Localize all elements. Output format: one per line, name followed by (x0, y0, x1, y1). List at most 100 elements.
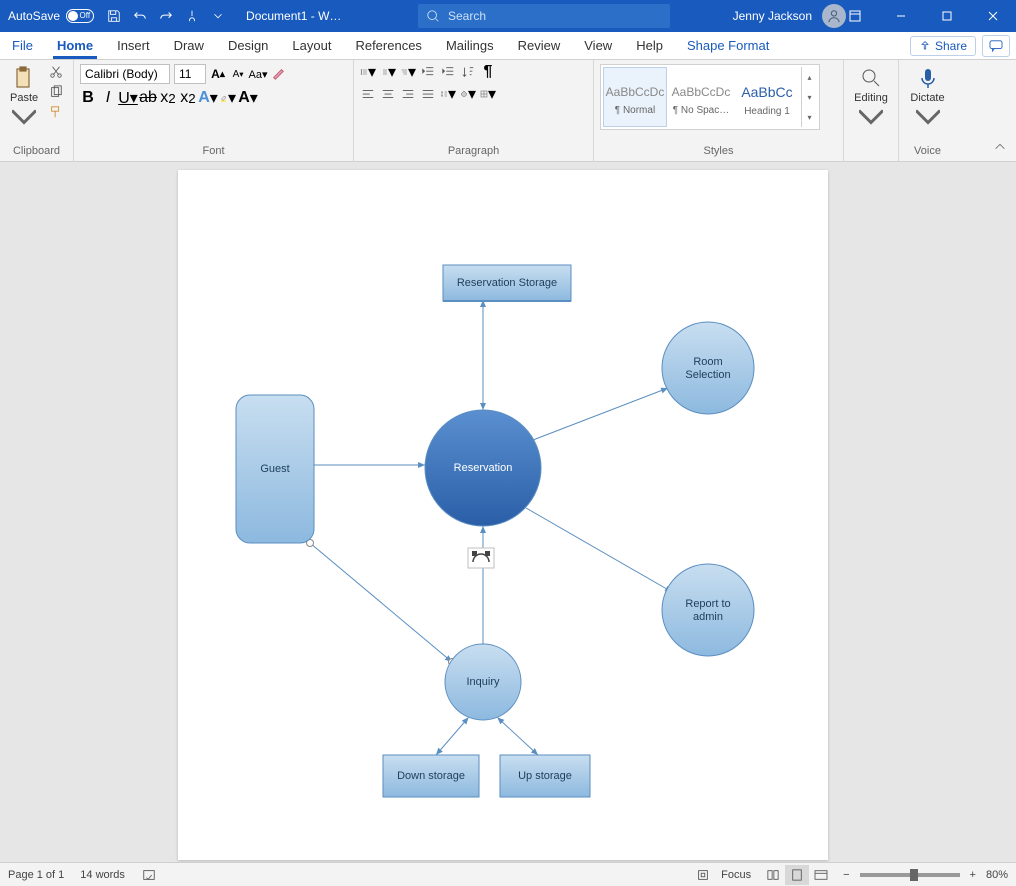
align-left-icon[interactable] (360, 86, 376, 102)
borders-icon[interactable]: ▾ (480, 86, 496, 102)
zoom-slider[interactable] (860, 873, 960, 877)
format-painter-icon[interactable] (48, 104, 64, 120)
word-count[interactable]: 14 words (80, 869, 125, 881)
highlight-icon[interactable]: ▾ (220, 90, 236, 106)
toggle-switch[interactable]: Off (66, 9, 94, 23)
print-layout-icon[interactable] (785, 865, 809, 885)
redo-icon[interactable] (158, 8, 174, 24)
tab-layout[interactable]: Layout (280, 32, 343, 59)
group-label: Clipboard (6, 143, 67, 161)
tab-help[interactable]: Help (624, 32, 675, 59)
comments-icon[interactable] (982, 35, 1010, 57)
bullets-icon[interactable]: ▾ (360, 64, 376, 80)
save-icon[interactable] (106, 8, 122, 24)
page[interactable]: Reservation StorageGuestReservationRoomS… (178, 170, 828, 860)
justify-icon[interactable] (420, 86, 436, 102)
group-styles: AaBbCcDc¶ Normal AaBbCcDc¶ No Spac… AaBb… (594, 60, 844, 161)
svg-text:Up storage: Up storage (518, 770, 572, 782)
style-normal[interactable]: AaBbCcDc¶ Normal (603, 67, 667, 127)
group-voice: Dictate Voice (898, 60, 956, 161)
svg-text:Inquiry: Inquiry (466, 676, 500, 688)
line-spacing-icon[interactable]: ▾ (440, 86, 456, 102)
focus-mode-icon[interactable] (695, 867, 711, 883)
copy-icon[interactable] (48, 84, 64, 100)
superscript-icon[interactable]: x2 (180, 90, 196, 106)
close-icon[interactable] (970, 0, 1016, 32)
focus-label[interactable]: Focus (721, 869, 751, 881)
web-layout-icon[interactable] (809, 865, 833, 885)
tab-view[interactable]: View (572, 32, 624, 59)
style-heading1[interactable]: AaBbCcHeading 1 (735, 67, 799, 127)
autosave-label: AutoSave (8, 9, 60, 23)
styles-gallery[interactable]: AaBbCcDc¶ Normal AaBbCcDc¶ No Spac… AaBb… (600, 64, 820, 130)
show-marks-icon[interactable]: ¶ (480, 64, 496, 80)
subscript-icon[interactable]: x2 (160, 90, 176, 106)
group-label: Styles (600, 143, 837, 161)
zoom-in-icon[interactable]: + (970, 869, 976, 881)
tab-shape-format[interactable]: Shape Format (675, 32, 781, 59)
tab-review[interactable]: Review (506, 32, 573, 59)
bold-icon[interactable]: B (80, 90, 96, 106)
style-no-spacing[interactable]: AaBbCcDc¶ No Spac… (669, 67, 733, 127)
group-paragraph: ▾ ▾ ▾ ¶ ▾ ▾ ▾ Paragraph (354, 60, 594, 161)
group-editing: Editing (844, 60, 898, 161)
editing-button[interactable]: Editing (850, 64, 892, 132)
touch-mode-icon[interactable] (184, 8, 200, 24)
grow-font-icon[interactable]: A▴ (210, 66, 226, 82)
font-size-select[interactable] (174, 64, 206, 84)
decrease-indent-icon[interactable] (420, 64, 436, 80)
share-group: Share (910, 35, 1016, 57)
collapse-ribbon-icon[interactable] (992, 139, 1008, 155)
quick-access-toolbar (106, 8, 226, 24)
search-box[interactable]: Search (418, 4, 670, 28)
shading-icon[interactable]: ▾ (460, 86, 476, 102)
diagram[interactable]: Reservation StorageGuestReservationRoomS… (178, 170, 828, 860)
paste-button[interactable]: Paste (6, 64, 42, 132)
tab-design[interactable]: Design (216, 32, 280, 59)
font-color-icon[interactable]: A▾ (240, 90, 256, 106)
tab-file[interactable]: File (0, 32, 45, 59)
window-buttons (832, 0, 1016, 32)
align-center-icon[interactable] (380, 86, 396, 102)
qat-dropdown-icon[interactable] (210, 8, 226, 24)
title-bar: AutoSave Off Document1 - W… Search Jenny… (0, 0, 1016, 32)
numbering-icon[interactable]: ▾ (380, 64, 396, 80)
tab-insert[interactable]: Insert (105, 32, 162, 59)
tab-draw[interactable]: Draw (162, 32, 216, 59)
text-effects-icon[interactable]: A▾ (200, 90, 216, 106)
autosave-toggle[interactable]: AutoSave Off (8, 9, 94, 23)
group-clipboard: Paste Clipboard (0, 60, 74, 161)
svg-text:Reservation Storage: Reservation Storage (457, 277, 557, 289)
strike-icon[interactable]: ab (140, 90, 156, 106)
user-area[interactable]: Jenny Jackson (733, 4, 846, 28)
zoom-level[interactable]: 80% (986, 869, 1008, 881)
read-mode-icon[interactable] (761, 865, 785, 885)
multilevel-icon[interactable]: ▾ (400, 64, 416, 80)
align-right-icon[interactable] (400, 86, 416, 102)
undo-icon[interactable] (132, 8, 148, 24)
svg-text:Down storage: Down storage (397, 770, 465, 782)
dictate-button[interactable]: Dictate (906, 64, 948, 132)
clear-format-icon[interactable] (270, 66, 286, 82)
cut-icon[interactable] (48, 64, 64, 80)
maximize-icon[interactable] (924, 0, 970, 32)
share-button[interactable]: Share (910, 36, 976, 56)
group-label: Font (80, 143, 347, 161)
ribbon-display-icon[interactable] (832, 0, 878, 32)
tab-references[interactable]: References (343, 32, 433, 59)
italic-icon[interactable]: I (100, 90, 116, 106)
change-case-icon[interactable]: Aa▾ (250, 66, 266, 82)
styles-scroll[interactable]: ▴▾▾ (801, 67, 817, 127)
minimize-icon[interactable] (878, 0, 924, 32)
font-name-select[interactable] (80, 64, 170, 84)
page-indicator[interactable]: Page 1 of 1 (8, 869, 64, 881)
shrink-font-icon[interactable]: A▾ (230, 66, 246, 82)
zoom-out-icon[interactable]: − (843, 869, 849, 881)
increase-indent-icon[interactable] (440, 64, 456, 80)
sort-icon[interactable] (460, 64, 476, 80)
tab-home[interactable]: Home (45, 32, 105, 59)
user-name: Jenny Jackson (733, 9, 812, 23)
spelling-icon[interactable] (141, 867, 157, 883)
underline-icon[interactable]: U▾ (120, 90, 136, 106)
tab-mailings[interactable]: Mailings (434, 32, 506, 59)
